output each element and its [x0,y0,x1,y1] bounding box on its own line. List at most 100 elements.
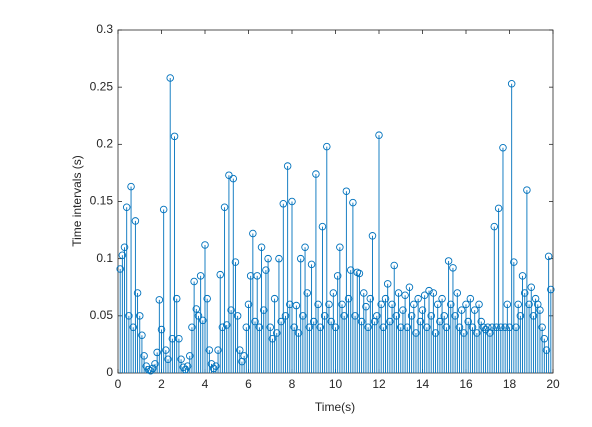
stem-marker [120,243,129,251]
stem-marker [296,254,305,263]
x-tick-label: 12 [372,377,386,391]
x-tick-label: 16 [459,377,473,391]
stem-marker [475,300,483,309]
stem-marker [323,142,331,151]
x-tick-label: 4 [202,377,209,391]
stem-marker [429,289,438,297]
stem-marker [542,346,551,354]
stem-marker [236,346,244,354]
stem-marker [325,300,333,309]
stem-marker [264,254,272,263]
stem-marker [292,301,301,310]
stem-marker [251,317,259,326]
y-tick-label: 0.1 [96,251,113,265]
stem-marker [512,323,520,332]
stem-marker [405,283,414,292]
stem-marker [333,272,342,280]
stem-marker [253,272,261,280]
stem-marker [442,323,451,332]
stem-marker [364,323,372,332]
stem-marker [392,312,401,320]
x-tick-label: 20 [546,377,560,391]
stem-marker [188,323,196,332]
stem-marker [157,325,166,334]
x-tick-label: 6 [245,377,252,391]
stem-marker [149,364,157,373]
stem-marker [270,294,279,303]
stem-marker [277,317,285,326]
stem-marker [510,258,518,266]
stem-marker [412,329,420,337]
stem-marker [473,329,481,337]
stem-marker [399,306,407,314]
stem-marker [379,323,388,332]
stem-marker [407,312,416,320]
stem-marker [175,334,183,343]
stem-marker [327,317,335,326]
x-tick-label: 18 [503,377,517,391]
x-tick-label: 10 [329,377,343,391]
stem-marker [122,203,131,211]
stem-marker [455,323,464,332]
stem-marker [257,243,266,251]
stem-marker [194,312,203,320]
stem-marker [362,302,370,311]
stem-marker [190,277,198,286]
stem-marker [310,317,318,326]
stem-marker [416,317,425,326]
stem-marker [444,257,453,265]
stem-marker [166,74,174,82]
stem-marker [466,294,475,303]
stem-marker [318,222,327,231]
stem-marker [338,300,346,309]
stem-marker [320,312,329,320]
stem-marker [547,285,555,294]
stem-marker [503,300,512,309]
stem-marker [346,266,355,274]
stem-marker [155,296,164,304]
stem-marker [447,300,455,309]
stem-marker [460,329,468,337]
stem-marker [377,300,385,309]
stem-marker [425,286,433,295]
y-tick-label: 0.2 [96,137,113,151]
stem-marker [218,323,227,332]
stem-marker [229,174,238,183]
stem-marker [159,205,168,214]
stem-marker [388,300,396,309]
x-tick-label: 14 [416,377,430,391]
stem-marker [222,321,231,329]
stem-marker [138,331,146,340]
stem-marker [305,323,314,332]
x-axis-label: Time(s) [315,400,355,414]
x-tick-label: 2 [158,377,165,391]
stem-marker [116,265,124,273]
stem-marker [490,222,499,231]
stem-marker [436,317,444,326]
stem-marker [140,352,148,360]
stem-marker [381,294,390,303]
stem-marker [205,346,214,354]
stem-marker [255,323,264,332]
stem-marker [131,217,140,225]
stem-marker [307,260,316,269]
stem-marker [501,323,509,332]
stem-marker [368,232,377,240]
stem-marker [249,229,257,238]
stem-marker [242,323,251,332]
stem-marker [207,360,216,368]
y-axis-label: Time intervals (s) [70,155,84,247]
stem-marker [418,306,427,314]
stem-marker [216,270,224,279]
stem-marker [453,289,462,297]
y-tick-label: 0.3 [96,22,113,36]
stem-marker [316,323,325,332]
stem-marker [294,329,303,337]
stem-marker [151,360,159,368]
stem-marker [349,198,357,207]
stem-marker [153,348,161,357]
stem-marker [209,364,218,373]
stem-marker [127,182,135,191]
y-tick-label: 0.25 [90,79,114,93]
stem-marker [212,362,220,370]
